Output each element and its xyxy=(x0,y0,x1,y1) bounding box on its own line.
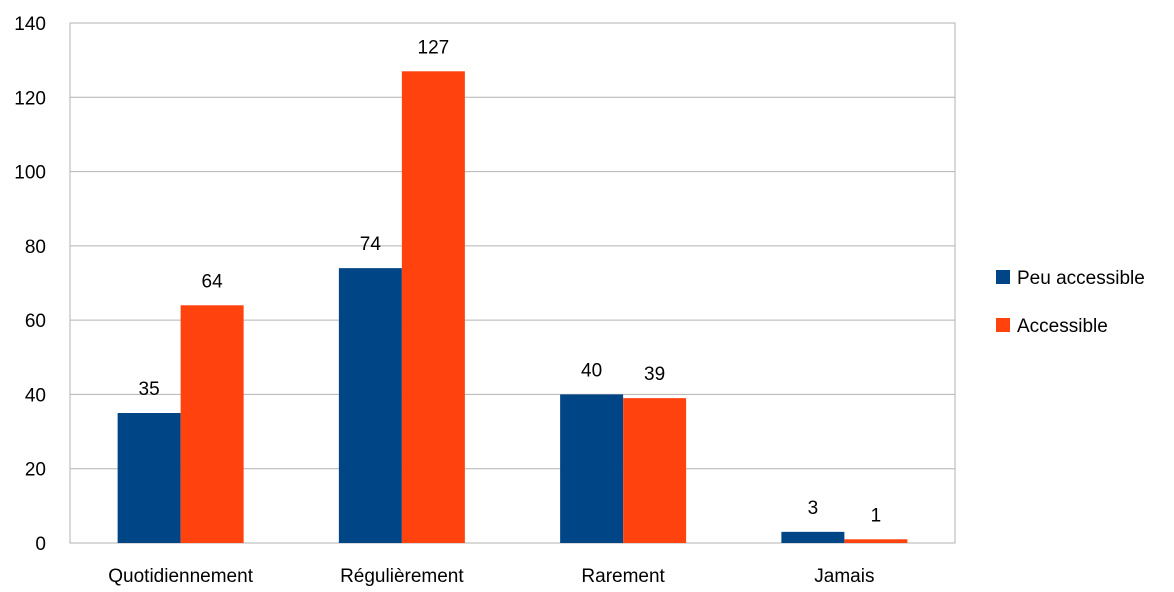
axes xyxy=(69,22,956,544)
data-label: 3 xyxy=(808,498,819,519)
bar-peu-accessible-rarement xyxy=(560,394,624,543)
y-tick-label: 60 xyxy=(25,311,46,332)
y-tick-label: 40 xyxy=(25,385,46,406)
y-tick-label: 120 xyxy=(14,88,46,109)
tick-labels: 0 20 40 60 80 100 120 140 Quotidiennement Réguliè… xyxy=(14,14,874,587)
legend: Peu accessible Accessible xyxy=(996,268,1145,337)
legend-label: Accessible xyxy=(1017,316,1108,337)
x-tick-label: Rarement xyxy=(581,566,665,587)
y-tick-label: 20 xyxy=(25,460,46,481)
data-label: 39 xyxy=(644,364,665,385)
data-label: 127 xyxy=(418,37,450,58)
x-tick-label: Jamais xyxy=(814,566,874,587)
y-tick-label: 100 xyxy=(14,163,46,184)
plot-frame xyxy=(69,22,956,544)
bar-peu-accessible-régulièrement xyxy=(338,268,402,543)
data-label: 35 xyxy=(139,379,160,400)
data-label: 74 xyxy=(360,234,382,255)
x-tick-label: Quotidiennement xyxy=(108,566,253,587)
bar-accessible-rarement xyxy=(623,398,687,543)
bar-accessible-quotidiennement xyxy=(180,305,244,543)
data-label: 64 xyxy=(202,271,224,292)
data-labels: 35 64 74 127 40 39 3 1 xyxy=(139,37,882,526)
y-tick-label: 80 xyxy=(25,237,46,258)
data-label: 1 xyxy=(871,505,882,526)
y-tick-label: 0 xyxy=(35,534,46,555)
data-label: 40 xyxy=(581,360,602,381)
bar-accessible-jamais xyxy=(844,539,908,543)
legend-swatch xyxy=(996,270,1010,284)
bars xyxy=(117,71,908,544)
y-tick-label: 140 xyxy=(14,14,46,35)
x-tick-label: Régulièrement xyxy=(340,566,464,587)
bar-accessible-régulièrement xyxy=(401,71,465,544)
legend-label: Peu accessible xyxy=(1017,268,1145,289)
bar-peu-accessible-jamais xyxy=(781,531,845,543)
legend-swatch xyxy=(996,318,1010,332)
bar-peu-accessible-quotidiennement xyxy=(117,413,181,543)
